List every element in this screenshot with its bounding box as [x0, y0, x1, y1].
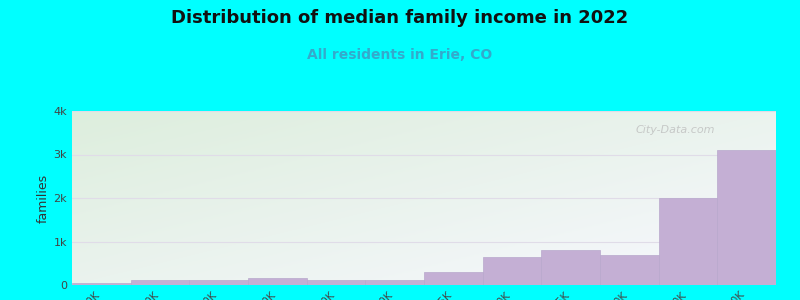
Text: All residents in Erie, CO: All residents in Erie, CO: [307, 48, 493, 62]
Bar: [482, 257, 542, 285]
Bar: [366, 280, 424, 285]
Y-axis label: families: families: [36, 173, 50, 223]
Bar: [248, 278, 306, 285]
Bar: [190, 280, 248, 285]
Bar: [306, 280, 366, 285]
Text: Distribution of median family income in 2022: Distribution of median family income in …: [171, 9, 629, 27]
Text: City-Data.com: City-Data.com: [635, 125, 714, 135]
Bar: [658, 198, 718, 285]
Bar: [542, 250, 600, 285]
Bar: [424, 272, 482, 285]
Bar: [718, 150, 776, 285]
Bar: [600, 254, 658, 285]
Bar: [72, 283, 130, 285]
Bar: [130, 280, 190, 285]
